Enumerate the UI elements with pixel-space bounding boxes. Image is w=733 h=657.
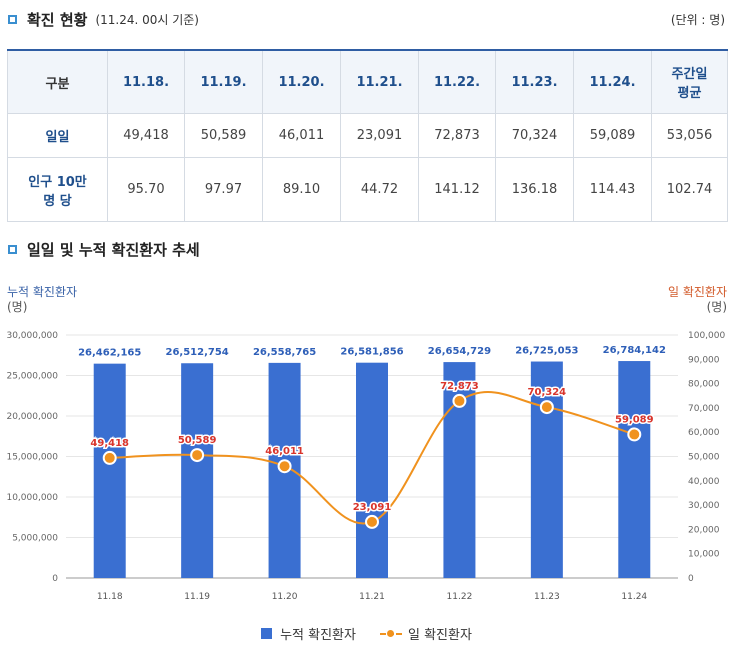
daily-point (452, 393, 467, 408)
trend-section-header: 일일 및 누적 확진환자 추세 (8, 239, 200, 260)
chart-legend: 누적 확진환자 일 확진환자 (0, 624, 733, 643)
bar-cumulative (93, 363, 126, 578)
daily-data-label: 50,589 (178, 435, 217, 446)
right-axis-label: 일 확진환자 (667, 285, 727, 299)
row-label: 일일 (7, 113, 108, 158)
left-axis-title: 누적 확진환자 (명) (7, 285, 77, 315)
stats-table: 구분 11.18. 11.19. 11.20. 11.21. 11.22. 11.23. 11… (7, 49, 728, 222)
legend-label-cumulative: 누적 확진환자 (280, 628, 356, 643)
bar-cumulative (618, 361, 651, 578)
square-bullet-icon (8, 15, 17, 24)
daily-point (627, 427, 642, 442)
bar-cumulative (181, 363, 214, 578)
table-row: 일일 49,418 50,589 46,011 23,091 72,873 70,324 59… (7, 113, 728, 158)
right-tick-label: 20,000 (688, 525, 720, 535)
header-cell: 11.23. (495, 49, 574, 114)
daily-data-label: 59,089 (615, 414, 654, 425)
table-cell: 136.18 (495, 157, 574, 222)
right-tick-label: 90,000 (688, 355, 720, 365)
header-cell: 11.22. (418, 49, 496, 114)
right-tick-label: 40,000 (688, 477, 720, 487)
legend-line-swatch (379, 628, 402, 639)
bar-data-label: 26,512,754 (166, 347, 229, 358)
x-tick-label: 11.19 (184, 592, 210, 602)
daily-point (365, 514, 379, 529)
table-cell: 49,418 (107, 113, 185, 158)
daily-point (102, 450, 117, 465)
right-tick-label: 80,000 (688, 380, 720, 390)
right-tick-label: 10,000 (688, 550, 720, 560)
header-cell: 주간일 평균 (651, 49, 728, 114)
left-axis-label: 누적 확진환자 (7, 285, 78, 299)
x-tick-label: 11.21 (359, 592, 385, 602)
unit-label: (단위 : 명) (670, 13, 725, 27)
x-tick-label: 11.18 (97, 592, 123, 602)
table-cell: 44.72 (340, 157, 419, 222)
status-section-header: 확진 현황 (11.24. 00시 기준) (8, 9, 199, 30)
right-tick-label: 100,000 (688, 331, 725, 341)
header-cell: 11.24. (573, 49, 652, 114)
right-tick-label: 60,000 (688, 428, 720, 438)
right-axis-title: 일 확진환자 (명) (668, 285, 727, 315)
left-tick-label: 25,000,000 (6, 372, 58, 382)
table-cell: 141.12 (418, 157, 496, 222)
bar-data-label: 26,725,053 (515, 346, 578, 357)
trend-title: 일일 및 누적 확진환자 추세 (27, 241, 200, 259)
right-tick-label: 50,000 (688, 453, 720, 463)
table-cell: 114.43 (573, 157, 652, 222)
daily-data-label: 49,418 (90, 438, 129, 449)
x-tick-label: 11.24 (621, 592, 647, 602)
bar-data-label: 26,581,856 (340, 347, 403, 358)
daily-data-label: 72,873 (440, 381, 479, 392)
daily-data-label: 70,324 (528, 387, 567, 398)
legend-label-daily: 일 확진환자 (407, 628, 472, 643)
left-tick-label: 0 (52, 574, 58, 584)
daily-data-label: 23,091 (353, 502, 392, 513)
square-bullet-icon (8, 245, 17, 254)
bar-data-label: 26,558,765 (253, 347, 316, 358)
status-subtitle: (11.24. 00시 기준) (95, 13, 199, 27)
left-tick-label: 20,000,000 (6, 412, 58, 422)
left-tick-label: 30,000,000 (6, 331, 58, 341)
status-title: 확진 현황 (27, 11, 88, 29)
table-cell: 46,011 (262, 113, 341, 158)
daily-point (190, 448, 205, 463)
left-axis-unit: (명) (7, 300, 28, 314)
bar-data-label: 26,654,729 (428, 346, 491, 357)
legend-item-daily: 일 확진환자 (379, 624, 472, 643)
bar-data-label: 26,784,142 (603, 345, 666, 356)
x-tick-label: 11.23 (534, 592, 560, 602)
right-tick-label: 30,000 (688, 501, 720, 511)
left-tick-label: 10,000,000 (6, 493, 58, 503)
table-row: 인구 10만 명 당 95.70 97.97 89.10 44.72 141.12 136.1… (7, 157, 728, 222)
header-cell: 11.18. (107, 49, 185, 114)
left-tick-label: 15,000,000 (6, 453, 58, 463)
right-axis-unit: (명) (706, 300, 727, 314)
header-cell: 11.19. (184, 49, 263, 114)
bar-cumulative (356, 362, 388, 578)
daily-data-label: 46,011 (265, 446, 304, 457)
legend-bar-swatch (261, 628, 273, 639)
right-tick-label: 70,000 (688, 404, 720, 414)
table-cell: 95.70 (107, 157, 185, 222)
right-tick-label: 0 (688, 574, 694, 584)
header-cell: 11.20. (262, 49, 341, 114)
bar-cumulative (530, 361, 563, 578)
table-cell: 70,324 (495, 113, 574, 158)
table-cell: 50,589 (184, 113, 263, 158)
table-cell: 102.74 (651, 157, 728, 222)
daily-point (539, 400, 554, 415)
table-header-row: 구분 11.18. 11.19. 11.20. 11.21. 11.22. 11.23. 11… (7, 49, 728, 114)
row-label: 인구 10만 명 당 (7, 157, 108, 222)
legend-item-cumulative: 누적 확진환자 (261, 624, 356, 643)
bar-data-label: 26,462,165 (78, 348, 141, 359)
x-tick-label: 11.22 (447, 592, 473, 602)
daily-point (277, 459, 292, 474)
left-tick-label: 5,000,000 (12, 534, 58, 544)
table-cell: 23,091 (340, 113, 419, 158)
header-cell: 11.21. (340, 49, 419, 114)
x-tick-label: 11.20 (272, 592, 298, 602)
